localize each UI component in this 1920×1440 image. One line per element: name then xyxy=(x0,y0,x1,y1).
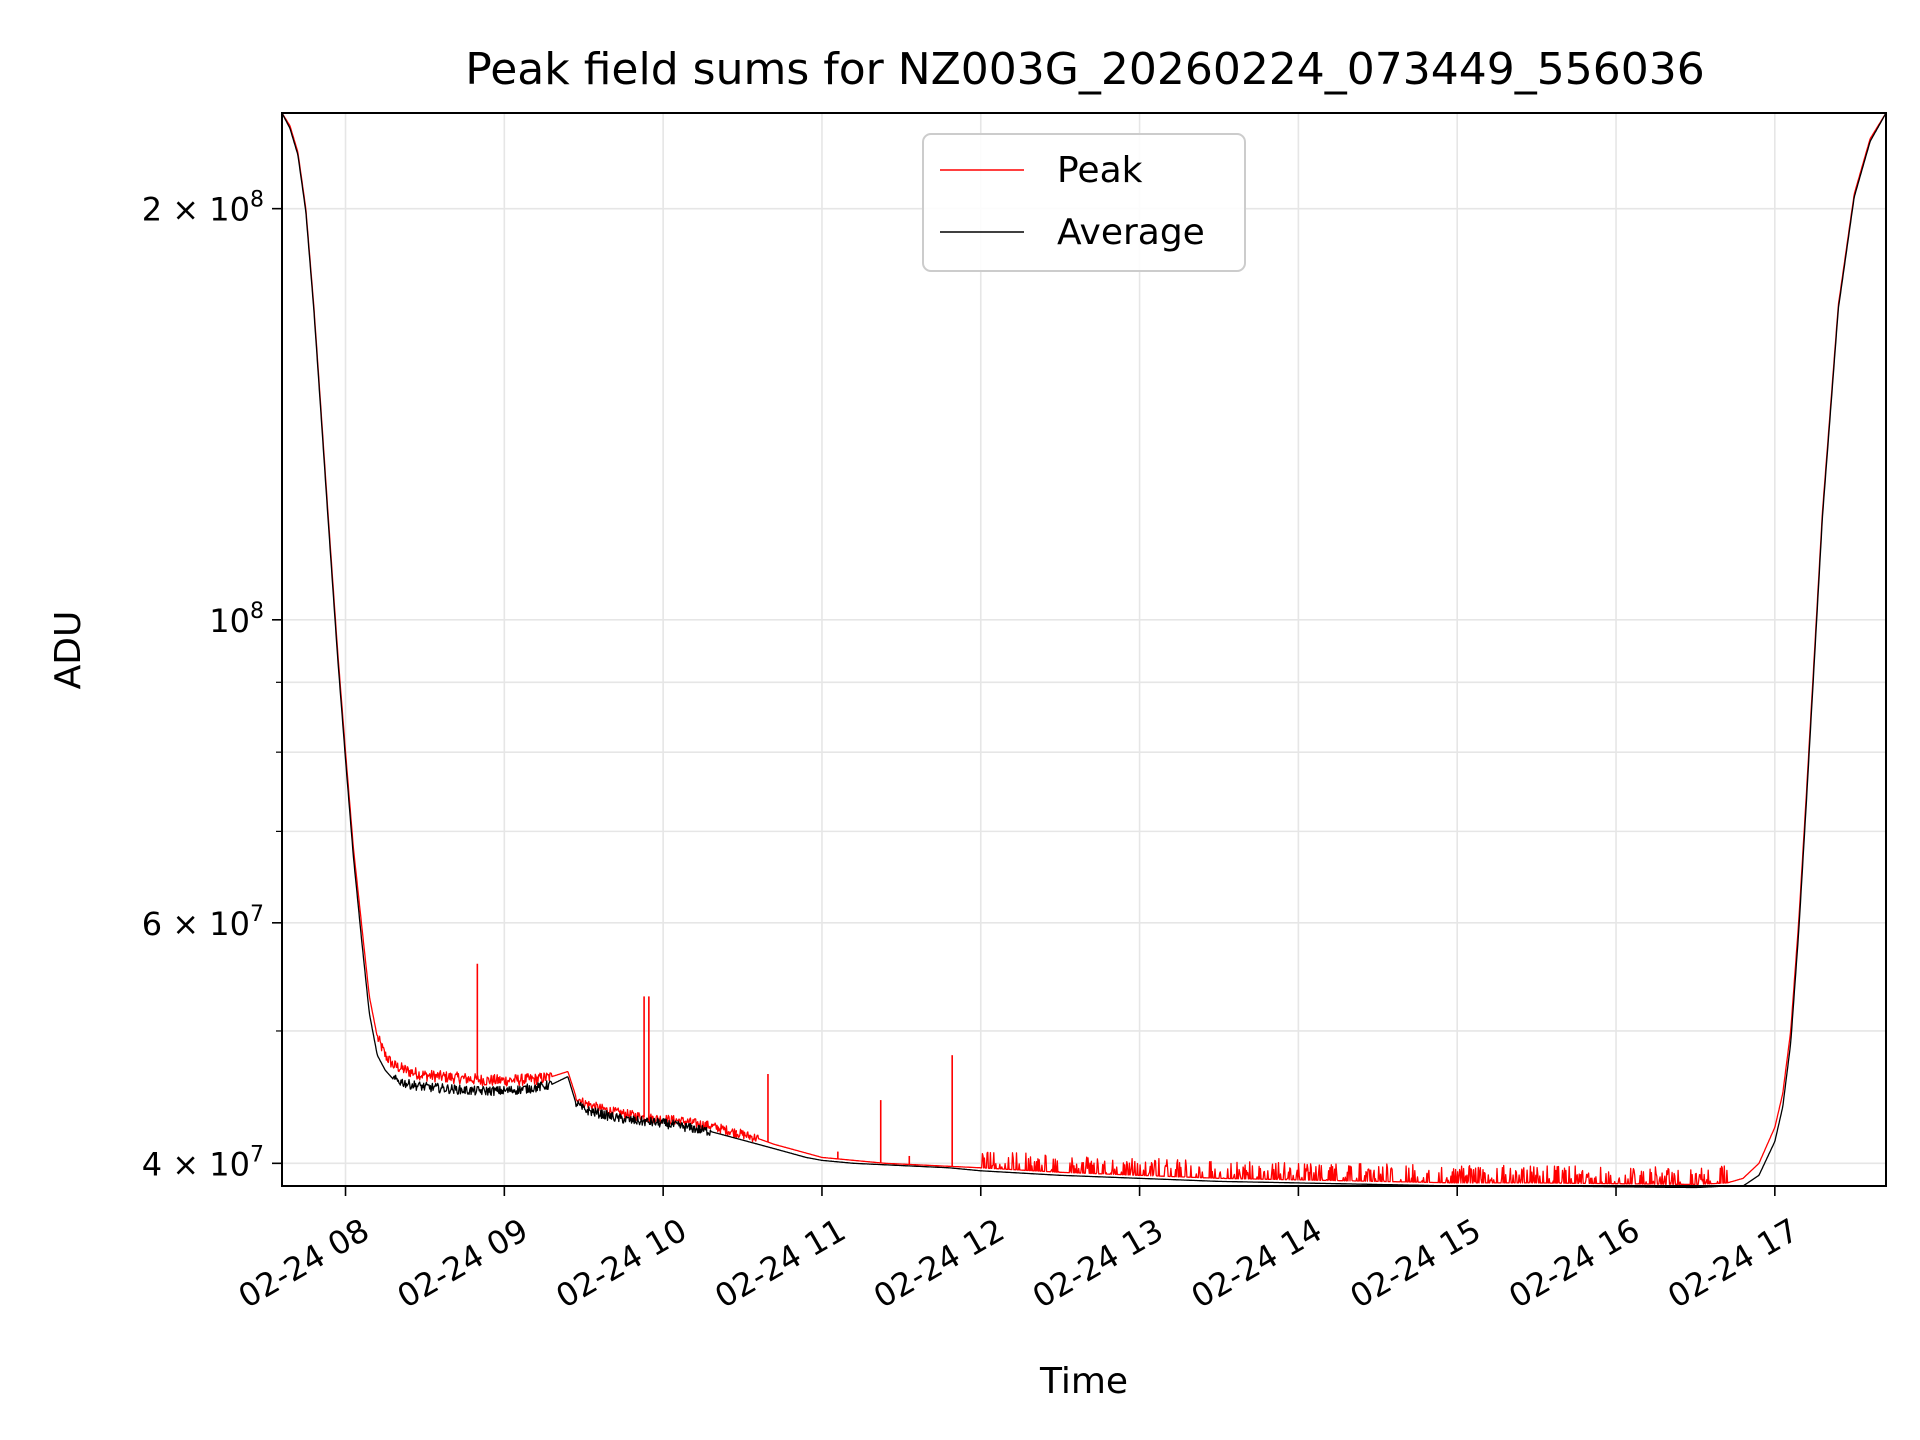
legend-peak-label: Peak xyxy=(1057,150,1143,191)
legend-average-label: Average xyxy=(1057,212,1205,253)
y-tick-label-exponent: 7 xyxy=(250,1142,264,1167)
y-tick-label: 108 xyxy=(209,599,264,640)
y-axis-label: ADU xyxy=(48,611,89,690)
legend-box xyxy=(922,133,1246,272)
y-tick-label-base: 4 × 10 xyxy=(142,1145,250,1183)
y-tick-label-exponent: 8 xyxy=(250,188,264,213)
y-tick-label: 2 × 108 xyxy=(142,188,264,229)
y-tick-label-exponent: 7 xyxy=(250,902,264,927)
y-tick-label-exponent: 8 xyxy=(250,599,264,624)
peak-series-line xyxy=(281,112,1887,1186)
y-tick-label-base: 6 × 10 xyxy=(142,905,250,943)
legend: Peak Average xyxy=(922,133,1246,272)
y-tick-label: 4 × 107 xyxy=(142,1142,264,1183)
plot-frame xyxy=(281,112,1887,1187)
y-tick-label-base: 10 xyxy=(209,602,250,640)
chart-title: Peak field sums for NZ003G_20260224_0734… xyxy=(465,44,1704,95)
gridlines xyxy=(282,113,1886,1186)
y-tick-label-base: 2 × 10 xyxy=(142,191,250,229)
y-tick-label: 6 × 107 xyxy=(142,902,264,943)
x-axis-label: Time xyxy=(1039,1361,1128,1402)
